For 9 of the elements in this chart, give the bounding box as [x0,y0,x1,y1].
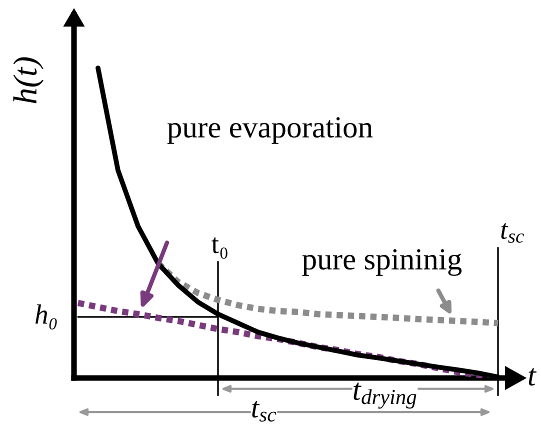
annotation: t$_{sc}$ [501,223,524,243]
series-label: h₀ [35,304,57,330]
text: t$_{sc}$ [252,400,276,422]
annotation: t₀ [212,237,228,259]
x-axis-title: t [528,368,537,386]
y-axis-title: h(t) [13,57,44,104]
annotation: pure spininig [302,249,462,276]
annotation: pure evaporation [167,117,373,144]
text: t$_{drying}$ [354,382,416,409]
